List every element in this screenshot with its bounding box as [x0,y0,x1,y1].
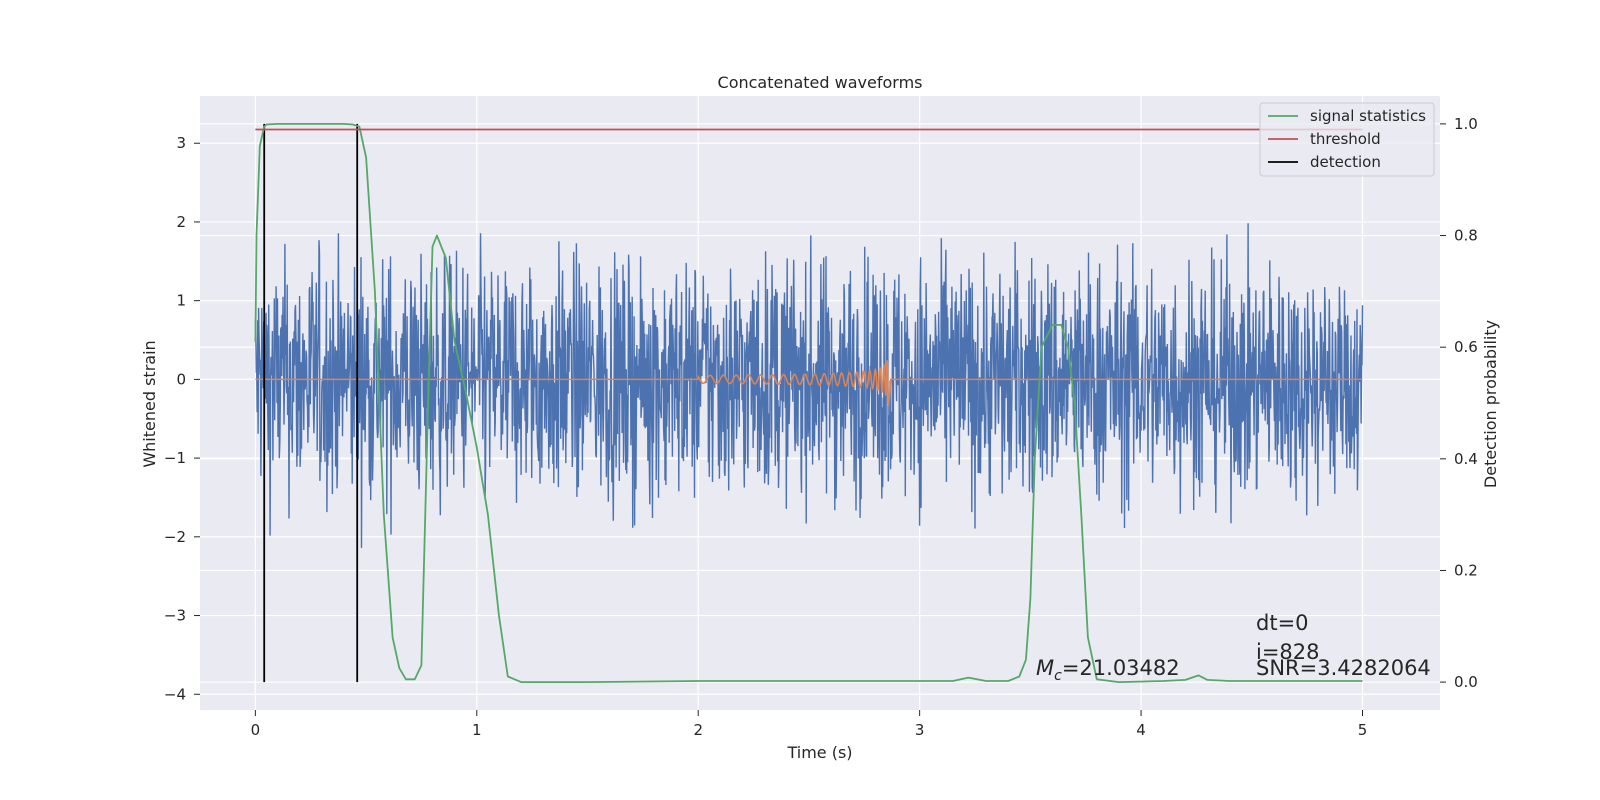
x-tick-label: 3 [915,721,925,739]
x-tick-label: 1 [472,721,482,739]
signal-statistics-series [254,123,1363,683]
chirp-mass-value: =21.03482 [1062,656,1180,680]
legend-label-signal-statistics: signal statistics [1310,107,1426,125]
legend: signal statistics threshold detection [1259,102,1435,177]
noise-line [254,223,1364,548]
index-annotation: i=828 [1256,640,1320,664]
y2-tick-label: 0.0 [1454,673,1478,691]
x-tick-label: 0 [251,721,261,739]
chirp-mass-subscript: c [1054,668,1062,684]
x-tick-label: 5 [1358,721,1368,739]
y-axis-label: Whitened strain [140,340,159,467]
x-tick-label: 2 [693,721,703,739]
y2-axis-label: Detection probability [1481,320,1500,488]
y-tick-label: 0 [176,370,186,388]
y-tick-label: −3 [164,607,186,625]
axis-ticks: 0 1 2 3 4 5 −4 −3 −2 −1 0 1 2 3 0.0 0.2 0.4 0.6 0.8 1.0 [164,115,1478,739]
y2-tick-label: 0.8 [1454,227,1478,245]
x-tick-label: 4 [1136,721,1146,739]
y-tick-label: −4 [164,685,186,703]
y2-tick-label: 0.2 [1454,561,1478,579]
chirp-line [255,360,1363,406]
detection-lines [263,123,359,683]
y-tick-label: −2 [164,528,186,546]
snr-annotation: SNR=3.4282064 [1256,656,1431,680]
legend-frame [1259,102,1435,177]
signal-statistics-line [254,123,1363,683]
legend-label-threshold: threshold [1310,130,1381,148]
y2-tick-label: 1.0 [1454,115,1478,133]
chart-title: Concatenated waveforms [718,73,923,92]
noise-series [254,223,1364,548]
chirp-mass-symbol: M [1036,656,1054,680]
y2-tick-label: 0.6 [1454,338,1478,356]
dt-annotation: dt=0 [1256,611,1309,635]
x-axis-label: Time (s) [786,743,852,762]
y-tick-label: 1 [176,292,186,310]
legend-label-detection: detection [1310,153,1381,171]
chirp-mass-annotation: Mc=21.03482 [1036,656,1180,684]
y-tick-label: 3 [176,134,186,152]
y-tick-label: −1 [164,449,186,467]
y-tick-label: 2 [176,213,186,231]
y2-tick-label: 0.4 [1454,450,1478,468]
chirp-series [255,360,1363,406]
